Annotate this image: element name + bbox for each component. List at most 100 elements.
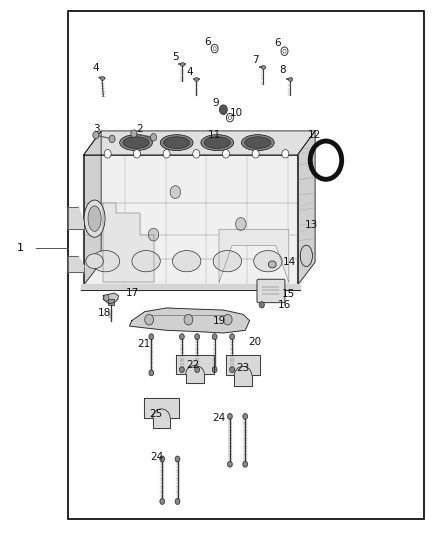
Ellipse shape	[88, 206, 101, 231]
Text: 14: 14	[283, 257, 297, 267]
Text: 24: 24	[150, 452, 164, 462]
Circle shape	[150, 134, 156, 141]
Circle shape	[160, 498, 165, 504]
Ellipse shape	[204, 137, 230, 149]
Polygon shape	[144, 398, 179, 428]
Polygon shape	[84, 131, 101, 285]
Circle shape	[148, 228, 159, 241]
Circle shape	[180, 334, 184, 340]
Polygon shape	[84, 155, 297, 285]
Text: 3: 3	[93, 124, 100, 134]
Polygon shape	[226, 356, 261, 385]
Text: 15: 15	[282, 289, 296, 299]
Circle shape	[104, 150, 111, 158]
Circle shape	[223, 314, 232, 325]
Text: 11: 11	[208, 130, 221, 140]
Ellipse shape	[163, 137, 190, 149]
Text: 18: 18	[98, 308, 111, 318]
Circle shape	[230, 334, 234, 340]
Circle shape	[145, 314, 153, 325]
Circle shape	[134, 150, 141, 158]
Text: 4: 4	[92, 63, 99, 73]
Polygon shape	[103, 293, 119, 304]
Polygon shape	[219, 229, 289, 282]
Text: 5: 5	[172, 52, 179, 61]
Text: 6: 6	[274, 38, 281, 48]
FancyBboxPatch shape	[257, 279, 285, 303]
Bar	[108, 300, 114, 305]
Circle shape	[104, 295, 109, 301]
Ellipse shape	[84, 200, 105, 237]
Circle shape	[109, 135, 115, 143]
Circle shape	[259, 302, 265, 308]
Ellipse shape	[91, 251, 120, 272]
Ellipse shape	[241, 135, 274, 151]
Ellipse shape	[245, 137, 271, 149]
Ellipse shape	[213, 251, 241, 272]
Circle shape	[243, 462, 247, 467]
Text: 23: 23	[237, 362, 250, 373]
Circle shape	[212, 334, 217, 340]
Text: 25: 25	[149, 409, 162, 419]
Circle shape	[219, 105, 227, 115]
Polygon shape	[130, 308, 250, 333]
Ellipse shape	[268, 261, 276, 268]
Polygon shape	[177, 356, 214, 383]
Circle shape	[212, 367, 217, 373]
Circle shape	[227, 462, 232, 467]
Polygon shape	[84, 131, 315, 155]
Circle shape	[170, 185, 180, 198]
Circle shape	[243, 414, 247, 419]
Circle shape	[193, 150, 200, 158]
Circle shape	[184, 314, 193, 325]
Circle shape	[252, 150, 259, 158]
Polygon shape	[68, 256, 84, 272]
Text: 9: 9	[212, 98, 219, 108]
Circle shape	[236, 217, 246, 230]
Circle shape	[180, 367, 184, 373]
Text: 1: 1	[17, 243, 24, 253]
Ellipse shape	[123, 137, 149, 149]
Ellipse shape	[300, 245, 312, 266]
Circle shape	[195, 367, 200, 373]
Text: 6: 6	[205, 37, 211, 47]
Polygon shape	[81, 284, 300, 290]
Text: 19: 19	[213, 316, 226, 326]
Circle shape	[175, 498, 180, 504]
Circle shape	[230, 367, 234, 373]
Ellipse shape	[201, 135, 233, 151]
Circle shape	[175, 456, 180, 462]
Circle shape	[131, 130, 137, 138]
Text: 13: 13	[305, 220, 318, 230]
Text: 10: 10	[230, 108, 243, 118]
Text: 12: 12	[307, 130, 321, 140]
Text: 7: 7	[252, 55, 259, 64]
Text: 4: 4	[186, 68, 193, 77]
Ellipse shape	[254, 251, 282, 272]
Ellipse shape	[160, 135, 193, 151]
Circle shape	[149, 334, 154, 340]
Bar	[68, 11, 424, 519]
Circle shape	[227, 414, 232, 419]
Text: 21: 21	[137, 338, 151, 349]
Circle shape	[282, 150, 289, 158]
Circle shape	[93, 132, 99, 139]
Circle shape	[195, 334, 200, 340]
Text: 20: 20	[248, 337, 261, 347]
Circle shape	[223, 150, 230, 158]
Ellipse shape	[173, 251, 201, 272]
Text: 8: 8	[279, 66, 286, 75]
Ellipse shape	[132, 251, 160, 272]
Polygon shape	[68, 207, 84, 229]
Ellipse shape	[86, 254, 103, 269]
Circle shape	[149, 370, 154, 376]
Polygon shape	[297, 131, 315, 285]
Text: 16: 16	[278, 300, 291, 310]
Circle shape	[163, 150, 170, 158]
Text: 2: 2	[136, 124, 143, 134]
Text: 17: 17	[126, 288, 139, 298]
Text: 24: 24	[212, 413, 226, 423]
Text: 22: 22	[186, 360, 199, 370]
Polygon shape	[103, 203, 153, 282]
Circle shape	[160, 456, 165, 462]
